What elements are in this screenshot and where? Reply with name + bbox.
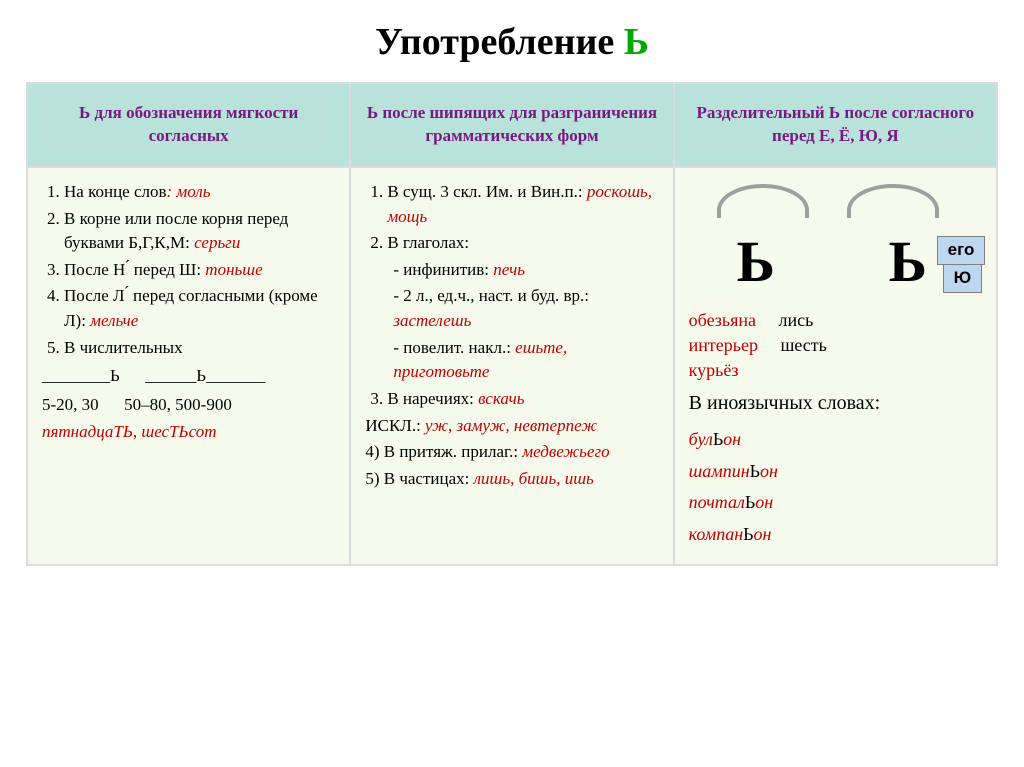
cell-col2: В сущ. 3 скл. Им. и Вин.п.: роскошь, мощ… [350, 167, 673, 566]
fw1-s: он [723, 429, 741, 449]
title-highlight: Ь [624, 21, 649, 63]
w-kurez: курьёз [689, 360, 739, 380]
fw2-s: он [760, 461, 778, 481]
col1-numline1: ________Ь ______Ь_______ [42, 364, 335, 389]
foreign-word-1: булЬон [689, 424, 982, 456]
header-col2: Ь после шипящих для разграничения грамма… [350, 83, 673, 167]
big-letters-diagram: Ь Ь его Ю [689, 180, 982, 308]
col1-i1-text: На конце слов [64, 182, 167, 201]
col3-words: обезьяна лись интерьер шесть курьёз [689, 308, 982, 384]
col1-i2-ex: серьги [194, 233, 240, 252]
fw4-m: Ь [743, 524, 753, 544]
col3-row3: курьёз [689, 358, 982, 383]
col2-item2: В глаголах: инфинитив: печь 2 л., ед.ч.,… [387, 231, 658, 385]
title-main: Употребление [375, 21, 624, 63]
col2-iskl-label: ИСКЛ.: [365, 416, 425, 435]
col1-i5-text: В числительных [64, 338, 183, 357]
foreign-list: булЬон шампинЬон почталЬон компанЬон [689, 424, 982, 550]
col2-i1-text: В сущ. 3 скл. Им. и Вин.п.: [387, 182, 587, 201]
col1-i1-ex: : моль [167, 182, 211, 201]
col3-row1: обезьяна лись [689, 308, 982, 333]
fw1-p: бул [689, 429, 713, 449]
slide: Употребление Ь Ь для обозначения мягкост… [0, 0, 1024, 586]
col1-ex-c: шесТЬсот [141, 422, 216, 441]
fw1-m: Ь [713, 429, 723, 449]
col2-item1: В сущ. 3 скл. Им. и Вин.п.: роскошь, мощ… [387, 180, 658, 229]
fw3-s: он [755, 492, 773, 512]
w-obezyana: обезьяна [689, 310, 756, 330]
w-shest: шесть [780, 335, 826, 355]
col2-g2-text: 2 л., ед.ч., наст. и буд. вр.: [403, 286, 589, 305]
col1-i2-text: В корне или после корня перед буквами Б,… [64, 209, 288, 253]
col2-verb3: повелит. накл.: ешьте, приготовьте [393, 336, 658, 385]
table-body-row: На конце слов: моль В корне или после ко… [27, 167, 997, 566]
header-col1: Ь для обозначения мягкости согласных [27, 83, 350, 167]
fw4-p: компан [689, 524, 743, 544]
header-col3: Разделительный Ь после согласного перед … [674, 83, 997, 167]
col1-list: На конце слов: моль В корне или после ко… [42, 180, 335, 360]
fw2-p: шампин [689, 461, 750, 481]
col2-g2-ex: застелешь [393, 311, 471, 330]
col2-list: В сущ. 3 скл. Им. и Вин.п.: роскошь, мощ… [365, 180, 658, 412]
col2-iskl: ИСКЛ.: уж, замуж, невтерпеж [365, 414, 658, 439]
col1-numline2: 5-20, 30 50–80, 500-900 [42, 393, 335, 418]
fw3-p: почтал [689, 492, 745, 512]
col1-item3: После Н ́ перед Ш: тоньше [64, 258, 335, 283]
col2-item3: В наречиях: вскачь [387, 387, 658, 412]
page-title: Употребление Ь [26, 20, 998, 64]
col2-g1-ex: печь [493, 260, 525, 279]
col3-row2: интерьер шесть [689, 333, 982, 358]
col2-item4: 4) В притяж. прилаг.: медвежьего [365, 440, 658, 465]
tag-yu: Ю [943, 264, 983, 293]
big-y-right: Ь [889, 220, 927, 304]
w-interer: интерьер [689, 335, 758, 355]
col2-i3-text: В наречиях: [387, 389, 478, 408]
col2-item5: 5) В частицах: лишь, бишь, ишь [365, 467, 658, 492]
table-header-row: Ь для обозначения мягкости согласных Ь п… [27, 83, 997, 167]
cell-col1: На конце слов: моль В корне или после ко… [27, 167, 350, 566]
foreign-title: В иноязычных словах: [689, 389, 982, 418]
big-y-left: Ь [737, 220, 775, 304]
fw3-m: Ь [745, 492, 755, 512]
col2-i4-text: 4) В притяж. прилаг.: [365, 442, 522, 461]
col2-verb2: 2 л., ед.ч., наст. и буд. вр.: застелешь [393, 284, 658, 333]
foreign-title-text: В иноязычных словах: [689, 392, 881, 414]
tag-ego: его [937, 236, 986, 265]
arc-right-icon [847, 184, 939, 218]
col1-i4-ex: мельче [90, 311, 138, 330]
col2-g1-text: инфинитив: [403, 260, 493, 279]
col1-numline3: пятнадцаТЬ, шесТЬсот [42, 420, 335, 445]
col2-verbs: инфинитив: печь 2 л., ед.ч., наст. и буд… [387, 258, 658, 385]
col2-i5-ex: лишь, бишь, ишь [474, 469, 594, 488]
col2-g3-text: повелит. накл.: [403, 338, 515, 357]
foreign-word-2: шампинЬон [689, 456, 982, 488]
col2-i3-ex: вскачь [478, 389, 524, 408]
col1-i3-text: После Н ́ перед Ш: [64, 260, 205, 279]
col1-item1: На конце слов: моль [64, 180, 335, 205]
fw4-s: он [753, 524, 771, 544]
col1-item5: В числительных [64, 336, 335, 361]
col2-i4-ex: медвежьего [522, 442, 609, 461]
col1-ex-a: пятнадцаТЬ [42, 422, 133, 441]
main-table: Ь для обозначения мягкости согласных Ь п… [26, 82, 998, 566]
col2-i2-text: В глаголах: [387, 233, 469, 252]
col1-item2: В корне или после корня перед буквами Б,… [64, 207, 335, 256]
col2-i5-text: 5) В частицах: [365, 469, 473, 488]
w-lis: лись [779, 310, 814, 330]
foreign-word-3: почталЬон [689, 487, 982, 519]
arc-left-icon [717, 184, 809, 218]
col2-verb1: инфинитив: печь [393, 258, 658, 283]
fw2-m: Ь [750, 461, 760, 481]
col2-iskl-ex: уж, замуж, невтерпеж [425, 416, 597, 435]
foreign-word-4: компанЬон [689, 519, 982, 551]
col1-i3-ex: тоньше [205, 260, 262, 279]
cell-col3: Ь Ь его Ю обезьяна лись интерьер шесть к… [674, 167, 997, 566]
col1-item4: После Л ́ перед согласными (кроме Л): ме… [64, 284, 335, 333]
